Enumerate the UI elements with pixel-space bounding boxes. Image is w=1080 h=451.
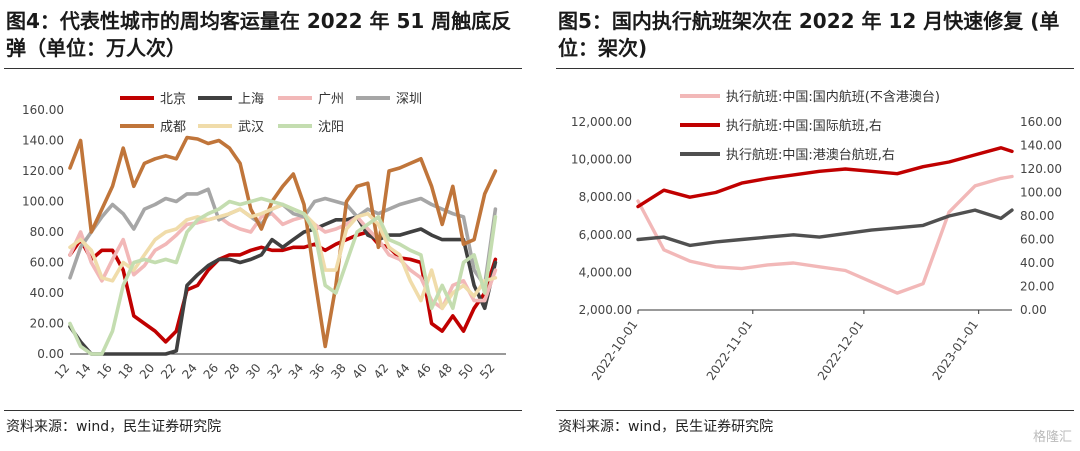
left-x-tick-label: 18 (116, 361, 137, 382)
left-y-tick-label: 0.00 (37, 347, 64, 361)
right-right-y-tick-label: 20.00 (1020, 280, 1054, 294)
right-right-y-tick-label: 140.00 (1020, 139, 1062, 153)
left-x-tick-label: 34 (286, 361, 307, 382)
left-legend-label: 成都 (160, 120, 186, 135)
right-source-rule (556, 410, 1074, 411)
left-x-tick-label: 32 (264, 361, 285, 382)
right-series-line-0 (636, 174, 1014, 295)
left-x-tick-label: 50 (456, 361, 477, 382)
left-x-tick-label: 40 (350, 361, 371, 382)
left-chart-title: 图4：代表性城市的周均客运量在 2022 年 51 周触底反弹（单位：万人次） (6, 9, 512, 60)
left-x-tick-label: 46 (413, 361, 434, 382)
right-right-y-tick-label: 100.00 (1020, 186, 1062, 200)
right-series-line-1 (636, 146, 1014, 209)
left-x-tick-label: 44 (392, 361, 413, 382)
left-y-tick-label: 100.00 (22, 195, 64, 209)
left-x-tick-label: 20 (137, 361, 158, 382)
right-series-line-2 (636, 208, 1014, 248)
right-right-y-tick-label: 60.00 (1020, 233, 1054, 247)
right-left-y-tick-label: 12,000.00 (571, 115, 632, 129)
left-x-tick-label: 52 (477, 361, 498, 382)
left-legend-label: 深圳 (396, 92, 422, 107)
left-y-tick-label: 120.00 (22, 164, 64, 178)
left-y-tick-label: 140.00 (22, 134, 64, 148)
right-left-y-tick-label: 10,000.00 (571, 153, 632, 167)
left-legend-label: 上海 (238, 92, 264, 107)
right-right-y-tick-label: 80.00 (1020, 209, 1054, 223)
left-legend-label: 沈阳 (318, 120, 344, 135)
left-series-line-5 (68, 202, 498, 311)
right-right-y-tick-label: 0.00 (1020, 303, 1047, 317)
left-source-note: 资料来源：wind，民生证券研究院 (6, 419, 222, 435)
right-left-y-tick-label: 8,000.00 (579, 190, 632, 204)
right-right-y-tick-label: 120.00 (1020, 162, 1062, 176)
left-series-line-4 (68, 135, 498, 349)
left-y-tick-label: 20.00 (30, 317, 64, 331)
right-legend-label: 执行航班:中国:港澳台航班,右 (726, 147, 895, 163)
left-x-tick-label: 38 (328, 361, 349, 382)
left-title-rule (4, 68, 522, 69)
left-x-tick-label: 30 (243, 361, 264, 382)
right-legend-label: 执行航班:中国:国际航班,右 (726, 118, 882, 134)
left-x-tick-label: 16 (94, 361, 115, 382)
left-series-line-6 (68, 196, 498, 356)
left-chart-panel: 图4：代表性城市的周均客运量在 2022 年 51 周触底反弹（单位：万人次） … (0, 0, 528, 451)
left-x-tick-label: 28 (222, 361, 243, 382)
left-y-tick-label: 80.00 (30, 225, 64, 239)
left-x-tick-label: 22 (158, 361, 179, 382)
right-x-tick-label: 2022-12-01 (815, 318, 866, 383)
right-right-y-tick-label: 40.00 (1020, 256, 1054, 270)
left-legend-label: 武汉 (238, 120, 264, 135)
right-x-tick-label: 2023-01-01 (930, 318, 981, 383)
right-title-rule (556, 68, 1074, 69)
left-x-tick-label: 24 (179, 361, 200, 382)
right-right-y-tick-label: 160.00 (1020, 115, 1062, 129)
right-chart-title: 图5：国内执行航班架次在 2022 年 12 月快速修复 (单位：架次) (558, 9, 1060, 60)
right-left-y-tick-label: 4,000.00 (579, 265, 632, 279)
right-left-y-tick-label: 2,000.00 (579, 303, 632, 317)
right-x-tick-label: 2022-11-01 (704, 318, 755, 383)
left-x-tick-label: 42 (371, 361, 392, 382)
left-y-tick-label: 160.00 (22, 103, 64, 117)
right-x-tick-label: 2022-10-01 (589, 318, 640, 383)
watermark-logo: 格隆汇 (1032, 430, 1072, 445)
left-legend-label: 广州 (318, 92, 344, 107)
left-chart-svg: 0.00 20.00 40.00 60.00 80.00 100.00 120.00 140.… (22, 92, 506, 382)
left-x-tick-label: 12 (52, 361, 73, 382)
left-x-tick-label: 26 (201, 361, 222, 382)
left-x-tick-label: 36 (307, 361, 328, 382)
left-x-tick-label: 48 (435, 361, 456, 382)
left-x-tick-label: 14 (73, 361, 94, 382)
left-legend-label: 北京 (160, 92, 186, 107)
right-legend-label: 执行航班:中国:国内航班(不含港澳台) (726, 89, 940, 105)
left-y-tick-label: 60.00 (30, 256, 64, 270)
left-source-rule (4, 410, 522, 411)
left-series-line-1 (68, 215, 498, 356)
left-y-tick-label: 40.00 (30, 286, 64, 300)
right-chart-svg: 2,000.00 4,000.00 6,000.00 8,000.00 10,000.0… (571, 89, 1062, 383)
right-chart-panel: 图5：国内执行航班架次在 2022 年 12 月快速修复 (单位：架次) 2,0… (552, 0, 1080, 451)
right-left-y-tick-label: 6,000.00 (579, 228, 632, 242)
right-source-note: 资料来源：wind，民生证券研究院 (558, 419, 774, 435)
